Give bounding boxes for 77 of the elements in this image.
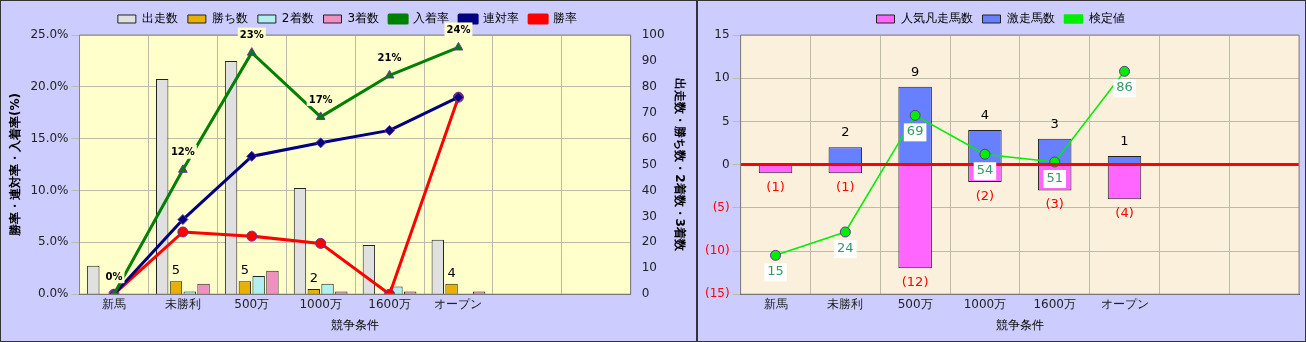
y2-axis-title: 出走数・勝ち数・2着数・3着数 [672,78,687,252]
y2-tick-label: 40 [641,182,657,197]
y2-tick-label: 60 [641,130,657,145]
y2-tick-label: 20 [641,234,657,249]
data-label: 86 [1116,79,1133,95]
y-tick-label: 10 [714,70,730,85]
x-tick-label: 未勝利 [164,296,201,311]
legend-label: 検定値 [1088,11,1125,26]
y2-tick-label: 80 [641,78,657,93]
x-tick-label: 新馬 [763,296,788,311]
data-label: 17% [308,93,333,105]
data-label: 4 [447,264,456,280]
y-tick-label: 25.0% [30,27,69,42]
data-label: 0% [105,270,123,282]
data-label: 5 [240,262,250,278]
x-axis-title: 競争条件 [331,317,380,332]
data-label: 24% [446,24,471,36]
y2-tick-label: 70 [641,104,657,119]
x-tick-label: 500万 [234,296,270,311]
legend-label: 人気凡走馬数 [900,11,973,26]
y-tick-label: (5) [712,199,730,214]
data-label: 24 [837,239,854,255]
legend-label: 2着数 [281,11,314,26]
x-tick-label: 1000万 [299,296,342,311]
x-tick-label: 1600万 [368,296,411,311]
data-label: (12) [901,274,929,290]
y2-tick-label: 30 [641,208,657,223]
y2-tick-label: 100 [641,27,665,42]
legend-label: 連対率 [483,11,520,26]
y-tick-label: 5 [721,113,730,128]
y2-tick-label: 0 [641,286,650,301]
data-label: 21% [377,52,402,64]
legend-label: 勝率 [553,11,578,26]
data-label: 2 [841,124,850,140]
data-label: 12% [170,146,195,158]
data-label: 5 [171,262,181,278]
data-label: 1 [1120,132,1129,148]
y2-tick-label: 50 [641,156,657,171]
data-label: 9 [910,63,920,79]
data-label: (1) [836,179,855,195]
legend-label: 勝ち数 [211,11,248,26]
x-tick-label: オープン [1100,296,1149,311]
data-label: (2) [975,187,995,203]
data-label: 3 [1050,115,1059,131]
data-label: 54 [976,162,994,178]
data-label: (4) [1115,205,1134,221]
y-tick-label: 20.0% [30,78,69,93]
data-label: 23% [239,29,264,41]
y2-tick-label: 10 [641,260,657,275]
legend-label: 激走馬数 [1006,11,1055,26]
data-label: 15 [767,263,784,279]
y-axis-title: 勝率・連対率・入着率(%) [8,93,23,238]
y-tick-label: 0.0% [38,286,69,301]
y-tick-label: (15) [704,286,730,301]
x-tick-label: 500万 [897,296,933,311]
data-label: 69 [906,123,924,139]
x-tick-label: 未勝利 [827,296,864,311]
x-tick-label: 1000万 [963,296,1007,311]
legend-label: 出走数 [141,11,178,26]
y-tick-label: 0 [721,156,730,171]
y-tick-label: 5.0% [38,234,69,249]
data-label: (3) [1045,196,1064,212]
y2-tick-label: 90 [641,53,657,68]
data-label: 2 [309,269,318,285]
y-tick-label: (10) [704,243,730,258]
y-tick-label: 15.0% [30,130,69,145]
y-tick-label: 15 [714,27,730,42]
y-tick-label: 10.0% [30,182,69,197]
legend-label: 入着率 [413,11,450,26]
legend-label: 3着数 [347,11,380,26]
data-label: 4 [980,106,990,122]
x-tick-label: 新馬 [101,296,126,311]
x-axis-title: 競争条件 [995,317,1044,332]
x-tick-label: 1600万 [1033,296,1076,311]
data-label: 51 [1046,169,1063,185]
x-tick-label: オープン [434,296,483,311]
data-label: (1) [766,179,785,195]
